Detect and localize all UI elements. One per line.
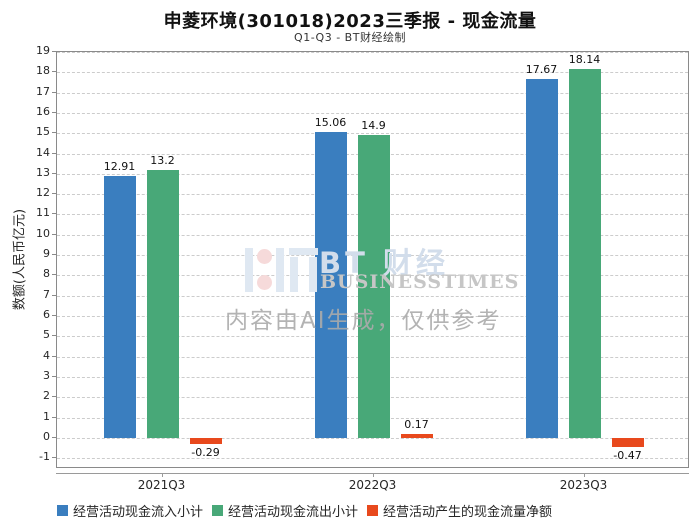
gridline <box>57 133 688 135</box>
gridline <box>57 92 688 94</box>
value-label: 12.91 <box>103 159 136 173</box>
y-tick-mark <box>52 375 56 377</box>
bar-经营活动现金流出小计-2021Q3 <box>146 169 179 438</box>
chart-title: 申菱环境(301018)2023三季报 - 现金流量 <box>163 11 537 32</box>
y-tick-label: 12 <box>36 186 50 200</box>
y-tick-mark <box>52 132 56 134</box>
gridline <box>57 112 688 114</box>
y-tick-label: 17 <box>36 84 50 98</box>
bar-经营活动现金流出小计-2023Q3 <box>568 69 601 438</box>
y-tick-label: 9 <box>43 247 50 261</box>
gridline <box>57 52 688 53</box>
legend-swatch-icon <box>367 505 379 516</box>
bar-经营活动现金流入小计-2021Q3 <box>103 175 136 438</box>
y-tick-mark <box>52 213 56 215</box>
y-tick-mark <box>52 172 56 174</box>
y-tick-label: 2 <box>43 389 50 403</box>
legend-label: 经营活动现金流出小计 <box>228 505 359 520</box>
gridline <box>57 458 688 460</box>
bar-经营活动现金流出小计-2022Q3 <box>357 135 390 438</box>
x-tick-label: 2021Q3 <box>137 478 186 492</box>
legend-swatch-icon <box>57 505 68 516</box>
y-tick-mark <box>52 152 56 154</box>
y-tick-label: 16 <box>36 104 50 118</box>
y-tick-mark <box>52 274 56 276</box>
y-tick-label: 19 <box>36 44 50 57</box>
y-tick-mark <box>52 111 56 113</box>
value-labels-layer: 12.91 15.06 17.67 13.2 14.9 18.14 -0.29 0.17 -0.… <box>57 52 688 467</box>
x-tick-label: 2022Q3 <box>348 478 397 492</box>
y-tick-mark <box>52 254 56 256</box>
plot-area: 12.91 15.06 17.67 13.2 14.9 18.14 -0.29 0.17 -0.… <box>56 51 689 468</box>
legend-item: 经营活动现金流入小计 <box>57 501 203 520</box>
legend-item: 经营活动现金流出小计 <box>212 501 358 520</box>
legend-swatch-icon <box>212 505 224 516</box>
y-tick-mark <box>52 355 56 357</box>
y-tick-label: 1 <box>43 409 50 423</box>
legend-label: 经营活动现金流入小计 <box>73 505 204 520</box>
y-tick-mark <box>52 71 56 73</box>
y-tick-mark <box>52 396 56 398</box>
value-label: 13.2 <box>150 153 175 167</box>
y-tick-label: 4 <box>43 348 50 362</box>
bar-经营活动现金流入小计-2022Q3 <box>314 132 347 438</box>
y-tick-mark <box>52 294 56 296</box>
gridline <box>57 72 688 74</box>
bar-经营活动现金流入小计-2023Q3 <box>525 79 558 438</box>
y-tick-mark <box>52 51 56 52</box>
y-tick-label: 7 <box>43 287 50 301</box>
bar-经营活动产生的现金流量净额-2023Q3 <box>611 437 644 448</box>
y-tick-mark <box>52 436 56 438</box>
x-tick-mark <box>372 474 374 477</box>
value-label: 18.14 <box>568 53 601 67</box>
chart-subtitle: Q1-Q3 - BT财经绘制 <box>294 31 406 44</box>
x-axis-line <box>56 473 689 474</box>
y-tick-label: 8 <box>43 267 50 281</box>
value-label: 15.06 <box>314 116 347 130</box>
legend: 经营活动现金流入小计 经营活动现金流出小计 经营活动产生的现金流量净额 <box>57 501 552 520</box>
value-label: 17.67 <box>525 63 558 76</box>
gridline <box>57 437 688 439</box>
y-tick-mark <box>52 233 56 235</box>
legend-item: 经营活动产生的现金流量净额 <box>367 501 552 520</box>
y-tick-label: 14 <box>36 145 50 159</box>
y-tick-mark <box>52 416 56 418</box>
bars-layer <box>57 52 688 467</box>
y-tick-label: 18 <box>36 64 50 78</box>
y-tick-mark <box>52 457 56 459</box>
y-tick-label: 5 <box>43 328 50 342</box>
value-label: -0.47 <box>613 449 642 463</box>
x-tick-label: 2023Q3 <box>559 478 608 492</box>
y-tick-label: 10 <box>36 226 50 240</box>
y-tick-label: 11 <box>36 206 50 220</box>
value-label: 0.17 <box>404 418 429 432</box>
bar-经营活动产生的现金流量净额-2021Q3 <box>189 437 222 444</box>
y-tick-mark <box>52 315 56 317</box>
y-tick-label: -1 <box>39 450 50 464</box>
y-tick-mark <box>52 91 56 93</box>
y-tick-label: 15 <box>36 125 50 139</box>
y-tick-label: 0 <box>43 429 50 443</box>
x-tick-mark <box>583 474 585 477</box>
y-tick-mark <box>52 335 56 337</box>
value-label: 14.9 <box>361 119 386 133</box>
value-label: -0.29 <box>191 445 220 459</box>
y-tick-mark <box>52 193 56 195</box>
x-tick-mark <box>161 474 163 477</box>
y-tick-label: 6 <box>43 308 50 322</box>
y-tick-label: 3 <box>43 368 50 382</box>
bar-经营活动产生的现金流量净额-2022Q3 <box>400 434 433 438</box>
y-tick-label: 13 <box>36 165 50 179</box>
legend-label: 经营活动产生的现金流量净额 <box>383 505 553 520</box>
